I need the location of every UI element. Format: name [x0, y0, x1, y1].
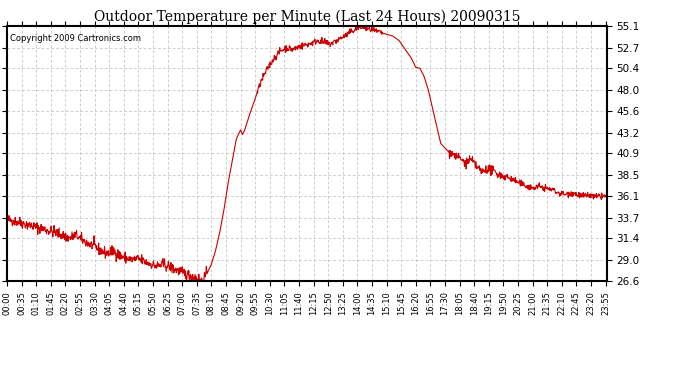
Text: Copyright 2009 Cartronics.com: Copyright 2009 Cartronics.com: [10, 34, 141, 43]
Title: Outdoor Temperature per Minute (Last 24 Hours) 20090315: Outdoor Temperature per Minute (Last 24 …: [94, 9, 520, 24]
